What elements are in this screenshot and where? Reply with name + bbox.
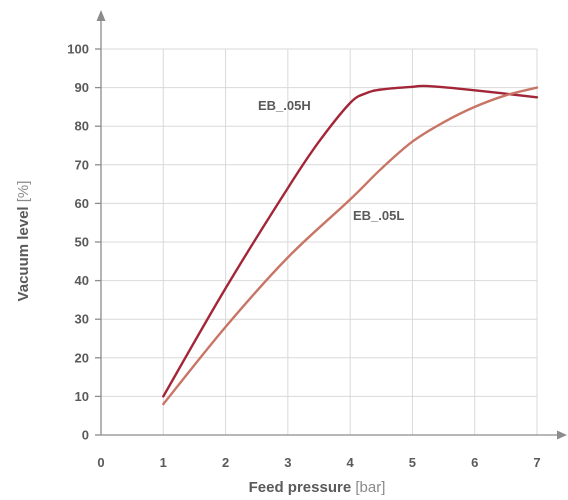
y-axis-unit: [%] <box>15 181 32 203</box>
y-tick-label: 40 <box>75 273 89 288</box>
y-tick-label: 0 <box>82 428 89 443</box>
y-tick-label: 30 <box>75 312 89 327</box>
x-axis-label: Feed pressure <box>249 479 352 496</box>
x-tick-label: 7 <box>533 455 540 470</box>
x-tick-label: 0 <box>97 455 104 470</box>
series-line-0 <box>162 84 539 398</box>
series-line-1 <box>162 86 539 406</box>
y-axis-title: Vacuum level [%] <box>15 181 32 302</box>
y-axis-arrow <box>96 10 106 21</box>
y-tick-label: 70 <box>75 157 89 172</box>
x-tick-label: 6 <box>471 455 478 470</box>
y-tick-label: 60 <box>75 196 89 211</box>
y-tick-labels: 0 10 20 30 40 50 60 70 80 90 100 <box>67 42 89 443</box>
series-label-eb-05l: EB_.05L <box>353 208 404 223</box>
y-tick-label: 100 <box>67 42 89 57</box>
y-tick-label: 90 <box>75 80 89 95</box>
x-tick-label: 2 <box>222 455 229 470</box>
y-tick-label: 10 <box>75 389 89 404</box>
x-tick-label: 5 <box>409 455 416 470</box>
x-tick-labels: 0 1 2 3 4 5 6 7 <box>97 455 540 470</box>
x-tick-label: 1 <box>160 455 167 470</box>
y-tick-label: 20 <box>75 350 89 365</box>
x-axis-arrow <box>557 430 567 440</box>
x-tick-label: 4 <box>347 455 355 470</box>
x-tick-label: 3 <box>284 455 291 470</box>
y-tick-label: 50 <box>75 235 89 250</box>
y-tick-label: 80 <box>75 119 89 134</box>
grid <box>101 48 538 435</box>
x-axis-title: Feed pressure [bar] <box>249 479 386 496</box>
x-axis-unit: [bar] <box>355 479 385 496</box>
series-lines <box>162 84 539 406</box>
series-label-eb-05h: EB_.05H <box>258 98 311 113</box>
y-axis-label: Vacuum level <box>15 206 32 301</box>
axes <box>95 10 567 440</box>
